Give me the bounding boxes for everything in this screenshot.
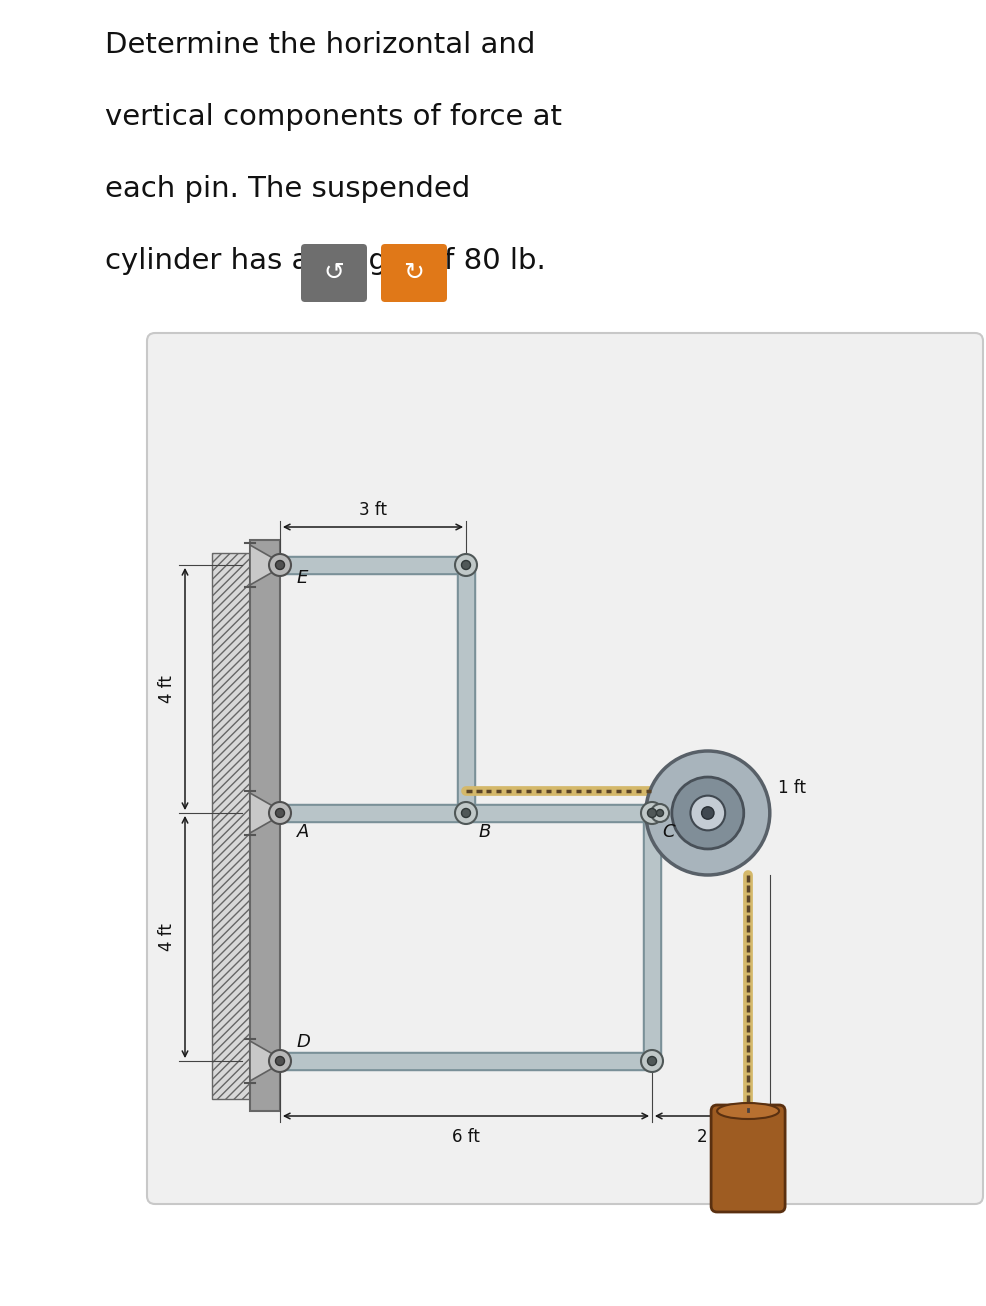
- Circle shape: [646, 751, 770, 875]
- Text: $C$: $C$: [662, 823, 676, 841]
- Circle shape: [641, 1050, 663, 1072]
- Circle shape: [702, 807, 714, 819]
- Circle shape: [461, 808, 470, 818]
- Circle shape: [455, 802, 477, 824]
- Circle shape: [657, 810, 664, 816]
- Text: ↺: ↺: [323, 261, 344, 285]
- FancyBboxPatch shape: [711, 1105, 785, 1212]
- Circle shape: [671, 777, 743, 849]
- Circle shape: [275, 560, 285, 569]
- Text: $A$: $A$: [296, 823, 310, 841]
- FancyBboxPatch shape: [301, 244, 367, 302]
- FancyBboxPatch shape: [147, 333, 983, 1204]
- Text: $B$: $B$: [478, 823, 491, 841]
- Text: cylinder has a weight of 80 lb.: cylinder has a weight of 80 lb.: [105, 247, 545, 276]
- Circle shape: [269, 1050, 291, 1072]
- Polygon shape: [250, 793, 285, 833]
- Bar: [212, 552, 252, 1100]
- Polygon shape: [250, 545, 285, 585]
- Circle shape: [275, 1057, 285, 1066]
- Circle shape: [455, 554, 477, 576]
- Circle shape: [690, 795, 725, 831]
- Circle shape: [651, 804, 669, 821]
- Text: $D$: $D$: [296, 1033, 311, 1051]
- Text: 6 ft: 6 ft: [452, 1128, 480, 1145]
- Circle shape: [269, 802, 291, 824]
- Text: 3 ft: 3 ft: [359, 502, 387, 518]
- Circle shape: [648, 808, 657, 818]
- Text: vertical components of force at: vertical components of force at: [105, 103, 562, 131]
- Circle shape: [648, 1057, 657, 1066]
- FancyBboxPatch shape: [381, 244, 447, 302]
- Circle shape: [269, 554, 291, 576]
- Circle shape: [641, 802, 663, 824]
- Text: 2 ft: 2 ft: [697, 1128, 725, 1145]
- Text: $E$: $E$: [296, 569, 310, 586]
- Text: Determine the horizontal and: Determine the horizontal and: [105, 31, 535, 59]
- Circle shape: [275, 808, 285, 818]
- Ellipse shape: [717, 1104, 779, 1119]
- Circle shape: [461, 560, 470, 569]
- Text: 4 ft: 4 ft: [158, 675, 176, 703]
- Text: 1 ft: 1 ft: [778, 780, 806, 797]
- Bar: [250, 539, 280, 1111]
- Text: 4 ft: 4 ft: [158, 923, 176, 951]
- Text: each pin. The suspended: each pin. The suspended: [105, 175, 470, 202]
- Text: ↻: ↻: [403, 261, 425, 285]
- Polygon shape: [250, 1041, 285, 1081]
